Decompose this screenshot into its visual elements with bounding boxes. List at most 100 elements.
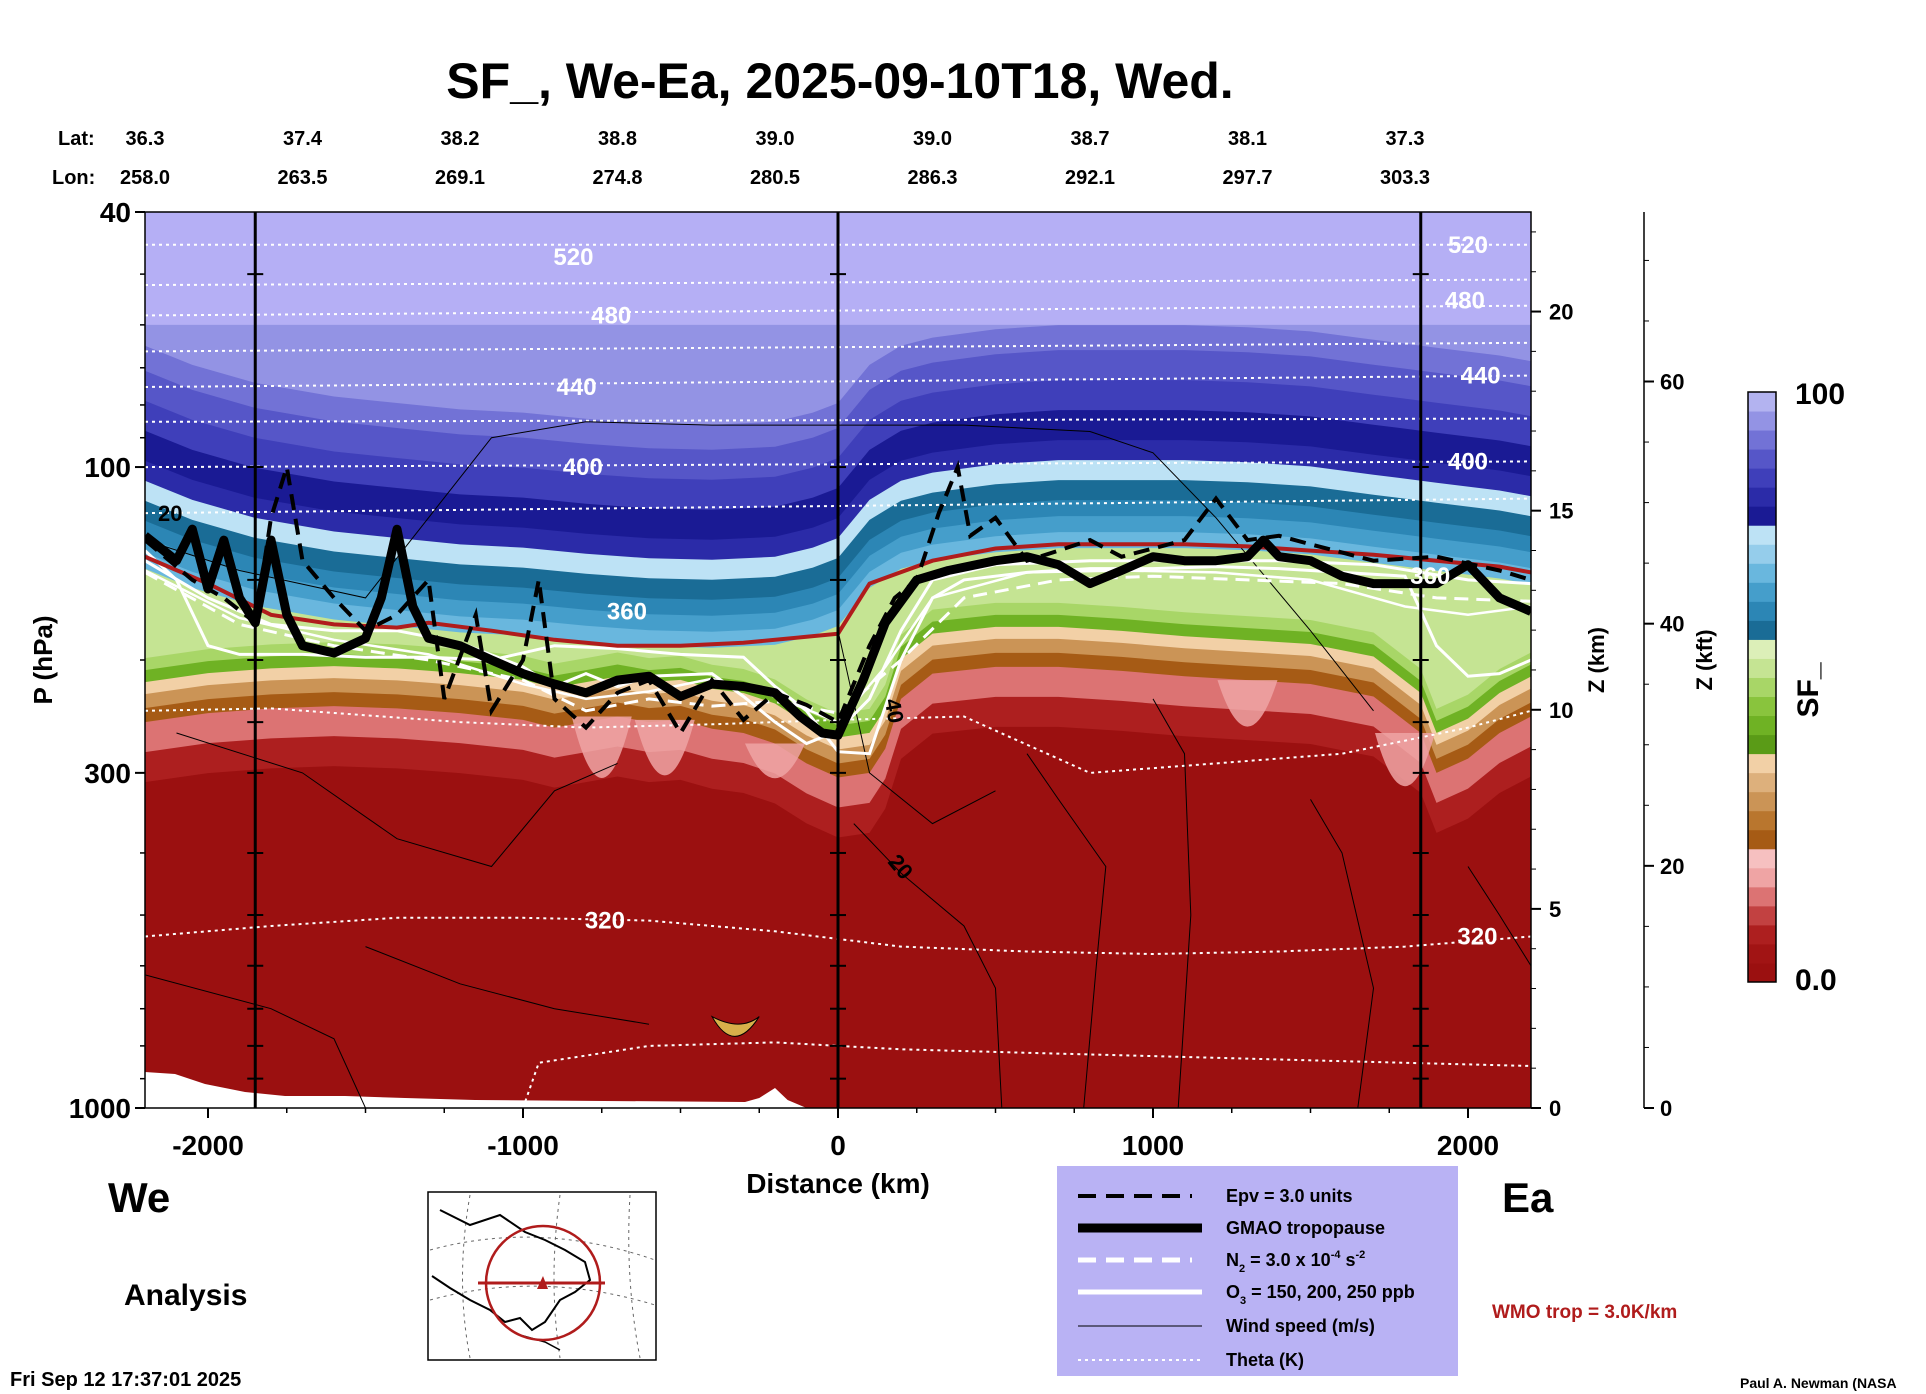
colorbar-swatch <box>1748 943 1776 964</box>
x-tick-label: -1000 <box>487 1130 559 1161</box>
lat-value: 38.2 <box>441 128 480 150</box>
wind-contour <box>1026 753 1107 1108</box>
legend-tropopause-text: GMAO tropopause <box>1226 1218 1385 1238</box>
colorbar-swatch <box>1748 696 1776 717</box>
colorbar-swatch <box>1748 924 1776 945</box>
terrain <box>145 1072 807 1108</box>
wind-contour <box>1310 799 1375 1108</box>
chart-title: SF_, We-Ea, 2025-09-10T18, Wed. <box>446 53 1233 109</box>
colorbar-swatch <box>1748 392 1776 412</box>
colorbar-swatch <box>1748 772 1776 793</box>
lat-value: 37.4 <box>283 128 323 150</box>
z-km-tick-label: 0 <box>1549 1096 1561 1121</box>
wind-contour <box>145 974 366 1108</box>
sf-intrusion <box>1217 680 1278 727</box>
colorbar-swatch <box>1748 563 1776 583</box>
lat-value: 39.0 <box>756 128 795 150</box>
theta-label: 480 <box>591 302 631 329</box>
colorbar-swatch <box>1748 620 1776 640</box>
lat-value: 39.0 <box>913 128 952 150</box>
legend-n2-text: N2 = 3.0 x 10-4 s-2 <box>1226 1249 1365 1275</box>
plot-area: 520 480 440 400 360 320 520 480 440 400 360 320 20 40… <box>145 212 1531 1108</box>
y-tick-label: 100 <box>84 452 131 483</box>
z-kft-tick-label: 20 <box>1660 854 1684 879</box>
colorbar-swatch <box>1748 810 1776 831</box>
vertical-markers <box>247 212 1429 1108</box>
z-kft-label: Z (kft) <box>1692 629 1717 690</box>
legend: Epv = 3.0 units GMAO tropopause N2 = 3.0… <box>1078 1186 1415 1370</box>
x-tick-label: 0 <box>830 1130 846 1161</box>
colorbar-swatch <box>1748 886 1776 907</box>
colorbar-swatch <box>1748 734 1776 755</box>
theta-label: 320 <box>1457 923 1497 950</box>
colorbar-swatch <box>1748 544 1776 564</box>
wind-contour <box>1467 866 1531 967</box>
colorbar-min-label: 0.0 <box>1795 964 1837 997</box>
wind-contour <box>176 732 618 868</box>
wind-contour <box>1152 698 1192 1108</box>
wind-label: 20 <box>158 501 182 526</box>
wind-contour <box>365 946 650 1025</box>
contour-labels: 520 480 440 400 360 320 520 480 440 400 360 320 20 40… <box>158 232 1501 951</box>
lon-value: 269.1 <box>435 167 485 189</box>
lon-value: 303.3 <box>1380 167 1430 189</box>
axes: 40 100 300 1000 -2000 -1000 0 1000 2000 20 15 10 5 0 6… <box>69 197 1685 1161</box>
colorbar-swatch <box>1748 525 1776 545</box>
x-tick-label: 2000 <box>1437 1130 1499 1161</box>
lon-value: 292.1 <box>1065 167 1115 189</box>
theta-label: 360 <box>1410 563 1450 590</box>
colorbar-swatch <box>1748 430 1776 450</box>
theta-label: 400 <box>563 454 603 481</box>
theta-label: 520 <box>553 244 593 271</box>
colorbar-swatch <box>1748 658 1776 678</box>
z-km-tick-label: 15 <box>1549 499 1573 524</box>
x-axis-label: Distance (km) <box>746 1168 930 1199</box>
colorbar-swatch <box>1748 449 1776 469</box>
gmao-tropopause-line <box>145 524 1531 740</box>
theta-label: 360 <box>607 598 647 625</box>
y-axis-label: P (hPa) <box>28 615 58 704</box>
z-km-tick-label: 20 <box>1549 300 1573 325</box>
lat-value: 37.3 <box>1386 128 1425 150</box>
inset-map <box>427 1191 657 1361</box>
z-km-label: Z (km) <box>1584 627 1609 693</box>
lon-value: 297.7 <box>1222 167 1272 189</box>
z-kft-tick-label: 40 <box>1660 612 1684 637</box>
legend-theta-text: Theta (K) <box>1226 1350 1304 1370</box>
legend-epv-text: Epv = 3.0 units <box>1226 1186 1353 1206</box>
sf-intrusion <box>634 719 695 776</box>
colorbar-swatch <box>1748 601 1776 621</box>
lat-row-label: Lat: <box>58 128 95 150</box>
legend-box <box>1057 1166 1458 1376</box>
colorbar-swatch <box>1748 715 1776 736</box>
theta-label: 520 <box>1448 232 1488 259</box>
colorbar-swatch <box>1748 582 1776 602</box>
wind-label: 40 <box>880 697 909 725</box>
colorbar-swatch <box>1748 829 1776 850</box>
theta-label: 440 <box>557 374 597 401</box>
n2-line <box>145 571 1531 715</box>
west-label: We <box>108 1174 170 1221</box>
colorbar-swatch <box>1748 962 1776 983</box>
sf-intrusion <box>571 716 632 778</box>
wind-contour <box>853 823 1003 1108</box>
lat-value: 38.1 <box>1228 128 1267 150</box>
theta-label: 440 <box>1461 363 1501 390</box>
lat-value: 38.8 <box>598 128 637 150</box>
colorbar-title: SF_ <box>1792 662 1825 717</box>
z-km-tick-label: 10 <box>1549 698 1573 723</box>
colorbar-swatch <box>1748 677 1776 698</box>
footer-author: Paul A. Newman (NASA <box>1740 1375 1897 1391</box>
z-km-tick-label: 5 <box>1549 897 1561 922</box>
colorbar <box>1747 391 1777 983</box>
colorbar-frame <box>1747 391 1777 983</box>
wmo-label: WMO trop = 3.0K/km <box>1492 1302 1677 1323</box>
y-tick-label: 1000 <box>69 1093 131 1124</box>
colorbar-swatch <box>1748 639 1776 659</box>
colorbar-swatch <box>1748 411 1776 431</box>
analysis-label: Analysis <box>124 1279 247 1312</box>
lat-value: 38.7 <box>1071 128 1110 150</box>
lat-value: 36.3 <box>126 128 165 150</box>
legend-wind-text: Wind speed (m/s) <box>1226 1316 1375 1336</box>
